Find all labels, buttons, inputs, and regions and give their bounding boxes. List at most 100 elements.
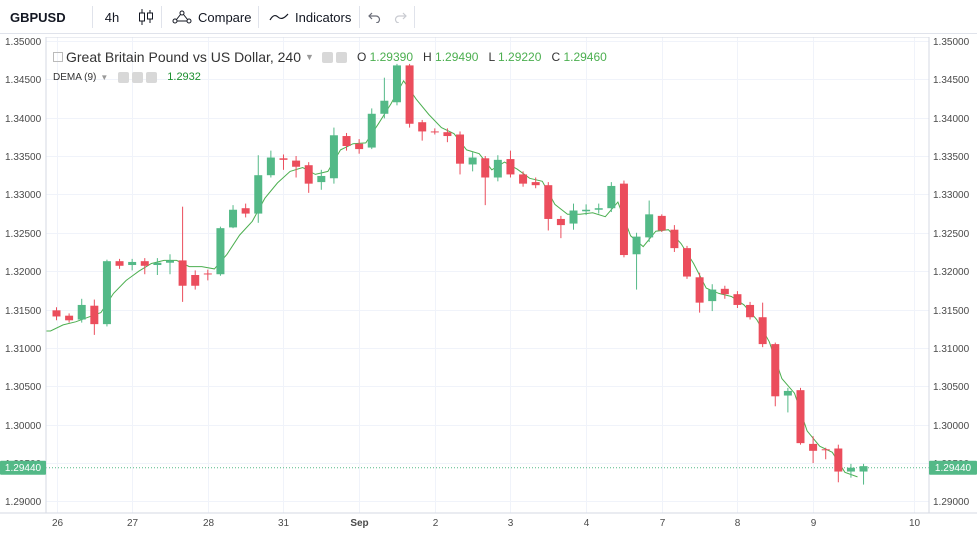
candle [859,463,868,485]
candles [52,63,868,485]
x-tick-label: Sep [350,518,368,529]
series-legend: Great Britain Pound vs US Dollar, 240 ▼ … [53,49,607,65]
high-value: 1.29490 [435,50,479,64]
candle-body [645,214,654,238]
candle [128,258,137,271]
indicator-close-icon[interactable] [146,71,158,83]
candle [304,162,313,193]
chart-area[interactable]: 1.35000 1.35000 1.34500 1.34500 1.34000 1.340… [0,36,977,533]
candle [90,299,99,335]
left-price-tag: 1.29440 [0,460,46,475]
candle-body [657,215,666,231]
candle-body [468,157,477,165]
candle-body [569,210,578,224]
y-tick-label-left: 1.34000 [5,114,42,125]
high-label: H [423,50,432,64]
grid-lines [46,37,929,513]
candle-body [317,175,326,183]
candle [506,150,515,178]
dema-line [46,79,858,478]
candle-body [443,132,452,137]
candle-body [229,209,238,228]
toolbar-divider [258,6,259,28]
candle-body [191,275,200,286]
y-tick-label-left: 1.31500 [5,306,42,317]
open-label: O [356,50,367,64]
indicator-visibility-icon[interactable] [132,71,144,83]
candle [531,177,540,189]
candle [607,182,616,213]
candle-body [720,288,729,295]
candle [720,285,729,299]
candle [279,154,288,170]
series-title: Great Britain Pound vs US Dollar, 240 [66,49,302,65]
close-label: C [551,50,561,64]
candle [418,119,427,141]
open-value: 1.29390 [369,50,414,64]
candle-body [241,208,250,214]
low-value: 1.29220 [498,50,542,64]
candle-body [430,131,439,133]
time-axis[interactable] [0,513,977,533]
indicator-value: 1.2932 [167,71,201,83]
interval-button[interactable]: 4h [93,0,131,34]
candle-body [153,262,162,266]
candle [203,269,212,281]
candle-body [380,100,389,114]
candle [468,152,477,172]
toolbar-divider [414,6,415,28]
y-tick-label-left: 1.29000 [5,497,42,508]
svg-text:1.29440: 1.29440 [5,463,42,474]
symbol-search[interactable]: GBPUSD [0,0,92,34]
chart-style-button[interactable] [131,0,161,34]
candle [733,291,742,309]
indicators-label: Indicators [295,9,352,25]
right-price-axis[interactable] [929,37,977,513]
price-chart[interactable]: 1.35000 1.35000 1.34500 1.34500 1.34000 1.340… [0,36,977,533]
candle-body [367,113,376,148]
candle-body [809,443,818,451]
symbol-label: GBPUSD [10,9,66,25]
candle [77,298,86,323]
left-price-axis[interactable] [0,37,46,513]
candle-body [859,466,868,472]
candle [216,226,225,276]
candle-body [128,261,137,266]
redo-button[interactable] [388,0,414,34]
candle [670,225,679,252]
title-dropdown-icon[interactable]: ▼ [305,52,314,62]
candle-body [506,159,515,175]
indicator-settings-icon[interactable] [118,71,130,83]
compare-button[interactable]: Compare [162,0,258,34]
undo-button[interactable] [360,0,388,34]
candle [178,206,187,302]
candle-body [846,467,855,472]
collapse-legend-icon[interactable] [53,52,63,62]
candle-body [695,277,704,303]
candle-body [254,175,263,214]
candle [367,108,376,150]
candle-body [771,344,780,397]
toolbar-divider [161,6,162,28]
price-axis-labels: 1.35000 1.35000 1.34500 1.34500 1.34000 1.340… [5,37,970,508]
candle-body [279,158,288,160]
candle [191,270,200,290]
candle-body [619,183,628,256]
x-tick-label: 3 [508,518,514,529]
visibility-icon[interactable] [335,51,347,63]
candle-body [266,157,275,176]
settings-icon[interactable] [321,51,333,63]
compare-icon [172,9,192,25]
y-tick-label-right: 1.29000 [933,497,970,508]
candle [165,254,174,275]
right-price-tag: 1.29440 [929,460,977,475]
candle [834,444,843,483]
candle-body [544,185,553,219]
candle [254,155,263,223]
indicator-dropdown-icon[interactable]: ▼ [100,72,109,82]
toolbar: GBPUSD 4h Compare [0,0,977,34]
candle [405,63,414,128]
indicators-button[interactable]: Indicators [259,0,359,34]
candle [708,284,717,312]
candle-body [481,158,490,178]
